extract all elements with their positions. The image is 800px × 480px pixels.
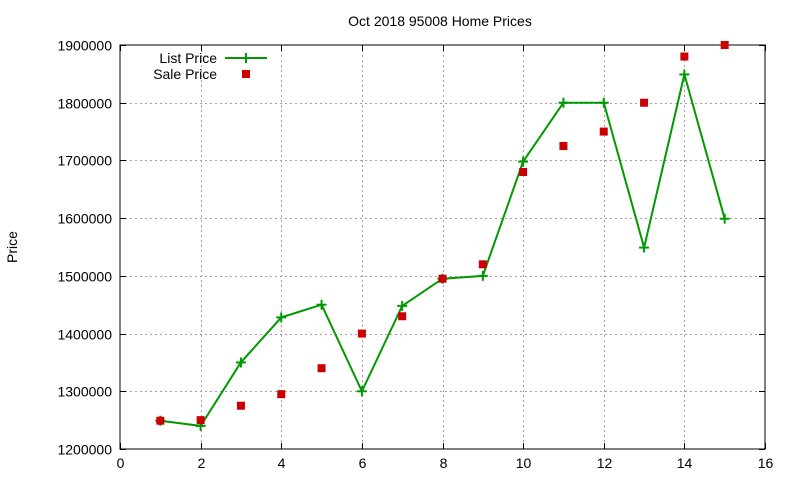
y-tick-label: 1200000	[57, 442, 112, 458]
sale-price-point	[196, 416, 205, 425]
list-price-point	[518, 156, 529, 167]
axis-ticks: 1200000 1300000 1400000 1500000 1600000 17000…	[57, 38, 773, 472]
sale-price-point	[478, 260, 487, 269]
x-tick-label: 10	[516, 455, 532, 471]
list-price-point	[719, 213, 730, 224]
sale-price-point	[519, 167, 528, 176]
y-tick-label: 1500000	[57, 269, 112, 285]
y-tick-label: 1900000	[57, 38, 112, 54]
sale-price-point	[720, 41, 729, 49]
chart-title: Oct 2018 95008 Home Prices	[348, 13, 532, 29]
x-tick-label: 12	[597, 455, 613, 471]
x-tick-label: 2	[198, 455, 206, 471]
sale-price-point	[317, 364, 326, 373]
x-tick-label: 6	[359, 455, 367, 471]
sale-price-point	[680, 52, 689, 61]
sale-price-point	[640, 98, 649, 107]
y-tick-label: 1800000	[57, 96, 112, 112]
y-tick-label: 1300000	[57, 384, 112, 400]
series-list-price	[155, 69, 730, 431]
y-tick-label: 1600000	[57, 211, 112, 227]
grid-lines	[120, 45, 765, 449]
sale-price-point	[277, 390, 286, 399]
list-price-point	[316, 299, 327, 310]
list-price-point	[679, 69, 690, 80]
list-price-point	[235, 357, 246, 368]
x-tick-label: 16	[758, 455, 774, 471]
x-tick-label: 8	[440, 455, 448, 471]
list-price-point	[477, 270, 488, 281]
sale-price-point	[438, 274, 447, 283]
list-price-point	[397, 300, 408, 311]
y-tick-label: 1400000	[57, 327, 112, 343]
sale-price-point	[357, 329, 366, 338]
legend-plus-marker	[241, 53, 251, 63]
plot-frame	[119, 44, 766, 450]
sale-price-point	[236, 401, 245, 410]
y-axis-label: Price	[4, 231, 20, 263]
x-tick-label: 14	[677, 455, 693, 471]
sale-price-point	[156, 416, 165, 425]
list-price-point	[558, 97, 569, 108]
legend-label: List Price	[159, 50, 217, 66]
list-price-point	[356, 386, 367, 397]
x-tick-label: 4	[278, 455, 286, 471]
data-series	[155, 41, 730, 431]
y-tick-label: 1700000	[57, 153, 112, 169]
legend-square-marker	[242, 70, 250, 78]
sale-price-point	[559, 142, 568, 150]
series-sale-price	[156, 41, 729, 425]
list-price-point	[598, 97, 609, 108]
list-price-point	[276, 312, 287, 323]
sale-price-point	[599, 127, 608, 136]
list-price-line	[160, 74, 726, 427]
sale-price-point	[398, 312, 407, 321]
list-price-point	[639, 242, 650, 253]
x-tick-label: 0	[117, 455, 125, 471]
legend-label: Sale Price	[153, 66, 217, 82]
